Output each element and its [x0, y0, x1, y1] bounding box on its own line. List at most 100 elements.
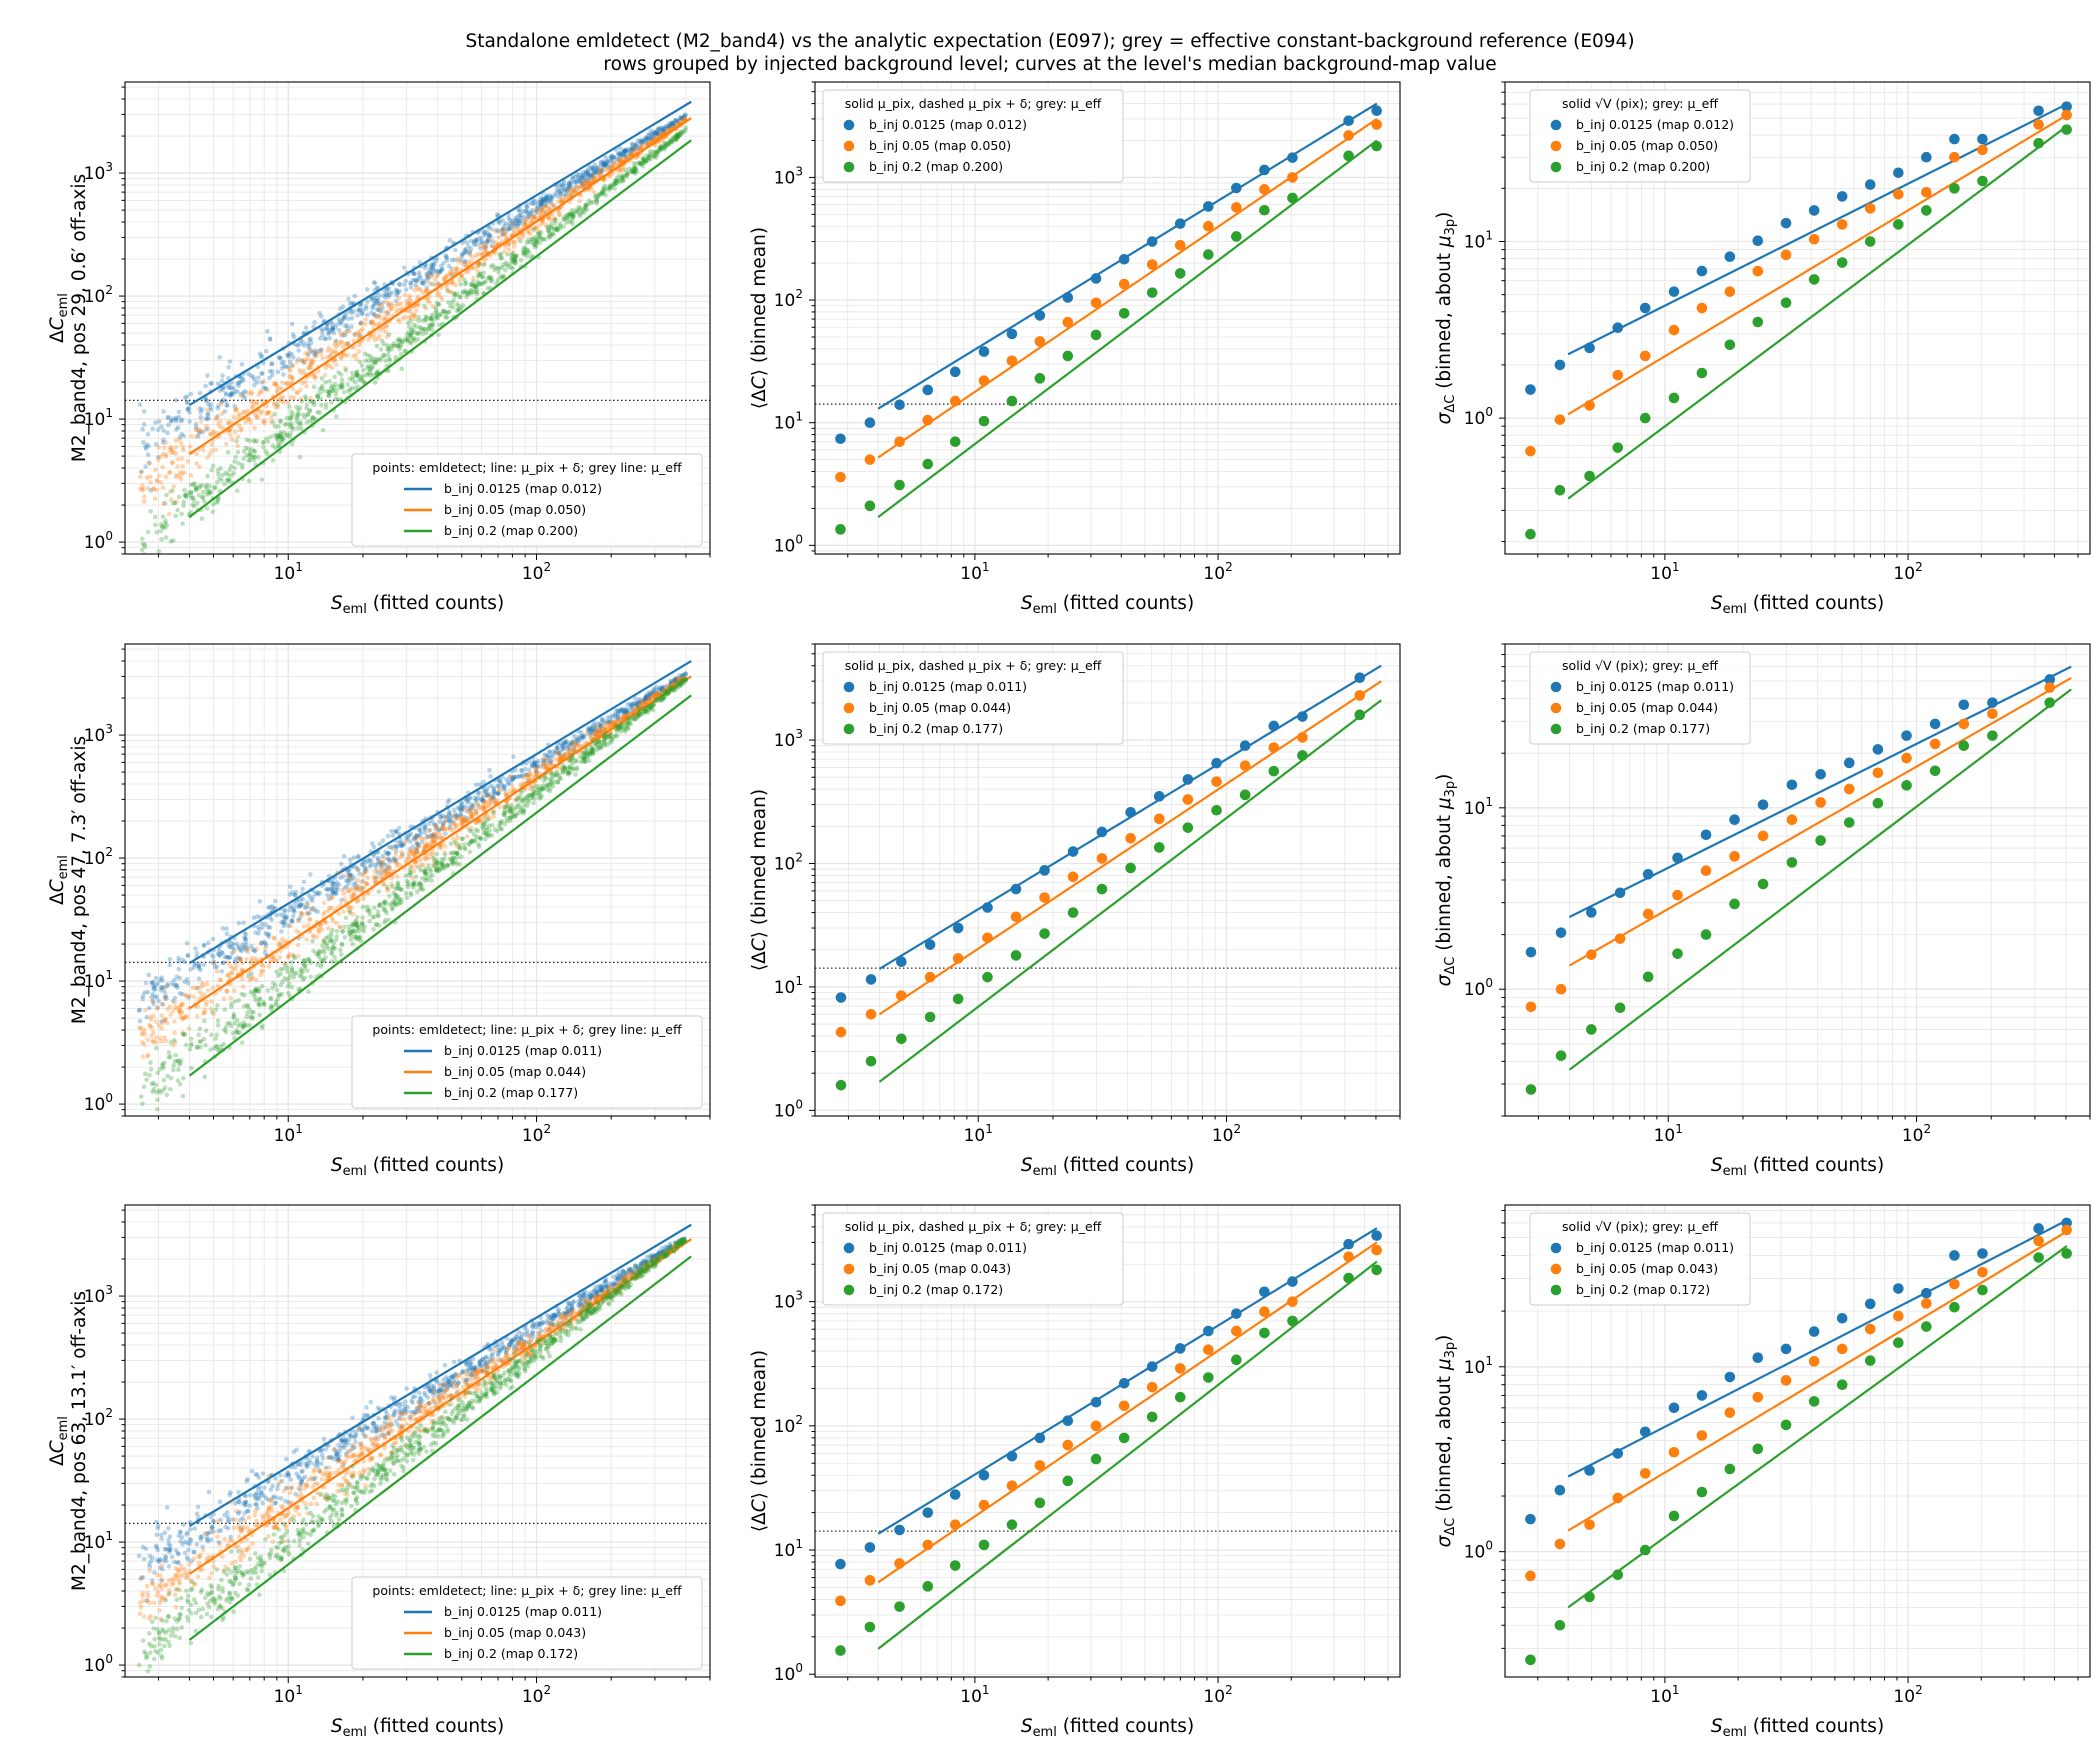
scatter-point [280, 380, 285, 386]
scatter-point [425, 270, 431, 276]
scatter-point [143, 444, 148, 450]
scatter-point [646, 132, 652, 137]
scatter-point [595, 166, 600, 172]
scatter-point [188, 473, 194, 478]
scatter-point [326, 329, 332, 335]
data-point [1921, 205, 1932, 216]
scatter-point [342, 353, 347, 358]
scatter-point [395, 290, 401, 295]
scatter-point [440, 309, 446, 314]
scatter-point [260, 419, 266, 425]
scatter-point [375, 368, 380, 374]
scatter-point [675, 135, 680, 140]
scatter-point [488, 774, 493, 779]
scatter-point [210, 936, 216, 942]
scatter-point [254, 438, 260, 444]
scatter-point [254, 415, 260, 420]
scatter-point [139, 1040, 145, 1045]
scatter-point [458, 257, 464, 263]
scatter-point [169, 418, 174, 424]
scatter-point [405, 301, 411, 306]
scatter-point [442, 826, 447, 832]
scatter-point [209, 467, 214, 473]
scatter-point [393, 303, 399, 308]
scatter-point [250, 399, 256, 405]
scatter-point [631, 146, 637, 152]
scatter-point [662, 140, 667, 146]
scatter-point [530, 214, 536, 220]
scatter-point [205, 455, 210, 460]
scatter-point [427, 821, 432, 826]
scatter-point [406, 850, 412, 856]
scatter-point [140, 426, 145, 432]
scatter-point [149, 553, 151, 554]
scatter-point [458, 305, 464, 311]
scatter-point [363, 317, 369, 322]
scatter-point [274, 912, 279, 918]
scatter-point [444, 258, 450, 263]
scatter-point [194, 451, 199, 456]
scatter-point [319, 347, 324, 352]
scatter-point [482, 244, 487, 250]
scatter-point [142, 542, 147, 547]
scatter-point [580, 169, 586, 175]
scatter-point [289, 375, 295, 381]
scatter-point [557, 212, 562, 217]
scatter-point [176, 959, 181, 964]
scatter-point [564, 186, 570, 192]
legend-marker-swatch [843, 119, 855, 131]
scatter-point [585, 172, 591, 178]
scatter-point [251, 915, 257, 920]
scatter-point [640, 139, 645, 144]
scatter-point [655, 127, 661, 132]
scatter-point [323, 379, 328, 385]
scatter-point [582, 175, 587, 180]
scatter-point [176, 409, 182, 415]
scatter-point [302, 360, 307, 366]
scatter-point [161, 428, 167, 433]
scatter-point [442, 815, 448, 821]
scatter-point [500, 273, 506, 279]
scatter-point [337, 339, 343, 345]
scatter-point [376, 307, 382, 313]
scatter-point [190, 502, 195, 508]
scatter-point [246, 478, 252, 484]
data-point [835, 471, 846, 483]
scatter-point [595, 172, 601, 177]
scatter-point [446, 300, 451, 305]
scatter-point [630, 142, 635, 147]
scatter-point [203, 484, 209, 489]
scatter-point [555, 199, 561, 204]
scatter-point [436, 332, 441, 338]
x-tick-label: 102 [522, 560, 551, 584]
scatter-point [629, 141, 635, 147]
scatter-point [423, 278, 429, 283]
scatter-point [666, 123, 672, 129]
scatter-point [514, 218, 519, 224]
scatter-point [371, 301, 377, 307]
scatter-point [261, 385, 266, 390]
scatter-point [254, 977, 259, 983]
scatter-point [507, 226, 513, 232]
scatter-point [571, 733, 577, 739]
scatter-point [425, 274, 431, 280]
scatter-point [462, 247, 468, 253]
scatter-point [221, 397, 226, 402]
scatter-point [622, 148, 628, 153]
scatter-point [366, 858, 371, 864]
scatter-point [277, 419, 283, 424]
scatter-point [170, 416, 176, 421]
scatter-point [145, 1054, 150, 1059]
scatter-point [462, 259, 468, 264]
scatter-point [403, 278, 408, 284]
scatter-point [304, 384, 309, 389]
scatter-point [236, 411, 241, 417]
scatter-point [410, 270, 416, 276]
scatter-point [609, 158, 615, 164]
scatter-point [308, 361, 314, 366]
scatter-point [147, 1022, 152, 1028]
scatter-point [386, 290, 392, 295]
legend-entry: b_inj 0.2 (map 0.200) [1576, 159, 1710, 174]
scatter-point [444, 273, 450, 279]
scatter-point [239, 362, 245, 367]
